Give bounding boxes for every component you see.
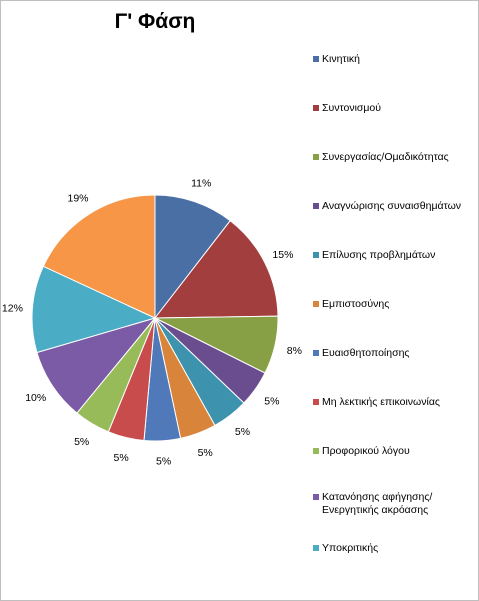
pie-slice-12 — [42, 194, 156, 319]
legend-item-11: Υποκριτικής — [313, 542, 473, 555]
legend-swatch — [313, 448, 319, 454]
pie-slice-2 — [153, 219, 279, 319]
legend-swatch — [313, 252, 319, 258]
slice-label-1: 11% — [191, 178, 211, 190]
legend-label: Συνεργασίας/Ομαδικότητας — [322, 151, 449, 163]
slice-label-7: 5% — [156, 456, 171, 468]
slice-label-2: 15% — [272, 249, 293, 261]
legend-label: Μη λεκτικής επικοινωνίας — [322, 396, 440, 408]
legend-swatch — [313, 203, 319, 209]
slice-label-11: 12% — [2, 302, 23, 314]
legend-swatch — [313, 399, 319, 405]
slice-label-6: 5% — [198, 447, 213, 459]
legend-label: Ευαισθητοποίησης — [322, 347, 410, 359]
slice-label-12: 19% — [67, 193, 88, 205]
legend-label: Συντονισμού — [322, 102, 382, 114]
legend-item-4: Αναγνώρισης συναισθημάτων — [313, 200, 473, 213]
pie-slice-11 — [31, 265, 157, 354]
legend-item-8: Μη λεκτικής επικοινωνίας — [313, 396, 473, 409]
legend-swatch — [313, 494, 319, 500]
legend-swatch — [313, 154, 319, 160]
legend-swatch — [313, 545, 319, 551]
legend-swatch — [313, 105, 319, 111]
legend-label: Κινητική — [322, 53, 360, 65]
legend-item-10: Κατανόησης αφήγησης/Ενεργητικής ακρόασης — [313, 491, 473, 517]
slice-label-3: 8% — [287, 345, 302, 357]
slice-label-8: 5% — [114, 452, 129, 464]
legend-swatch — [313, 301, 319, 307]
legend-item-2: Συντονισμού — [313, 102, 473, 115]
slice-label-4: 5% — [264, 395, 279, 407]
legend-item-6: Εμπιστοσύνης — [313, 298, 473, 311]
slice-label-5: 5% — [235, 426, 250, 438]
legend-label: Υποκριτικής — [322, 542, 379, 554]
pie-slice-1 — [154, 194, 231, 320]
legend-item-5: Επίλυσης προβλημάτων — [313, 249, 473, 262]
legend-label: Κατανόησης αφήγησης/Ενεργητικής ακρόασης — [322, 491, 433, 516]
legend-label: Εμπιστοσύνης — [322, 298, 390, 310]
legend-item-9: Προφορικού λόγου — [313, 445, 473, 458]
legend-item-3: Συνεργασίας/Ομαδικότητας — [313, 151, 473, 164]
legend-item-7: Ευαισθητοποίησης — [313, 347, 473, 360]
chart-legend: Κινητική Συντονισμού Συνεργασίας/Ομαδικότη… — [313, 0, 473, 600]
legend-swatch — [313, 350, 319, 356]
legend-label: Επίλυσης προβλημάτων — [322, 249, 436, 261]
legend-label: Προφορικού λόγου — [322, 445, 410, 457]
slice-label-10: 10% — [25, 392, 46, 404]
legend-item-1: Κινητική — [313, 53, 473, 66]
legend-label: Αναγνώρισης συναισθημάτων — [322, 200, 462, 212]
slice-label-9: 5% — [74, 436, 89, 448]
legend-swatch — [313, 56, 319, 62]
chart-title: Γ' Φάση — [114, 10, 196, 33]
